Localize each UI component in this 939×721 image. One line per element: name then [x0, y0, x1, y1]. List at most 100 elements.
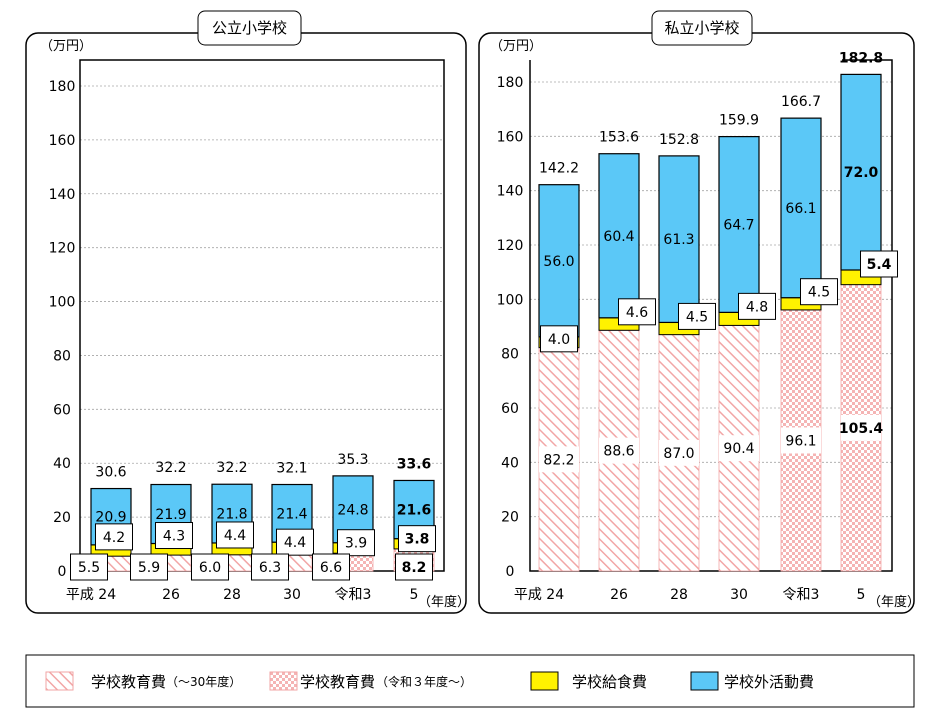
total-label: 166.7: [781, 94, 821, 110]
outside-value-label: 60.4: [603, 229, 634, 245]
lunch-value-label-box: [738, 292, 776, 320]
outside-value-label: 64.7: [723, 217, 754, 233]
legend-label: 学校給食費: [572, 673, 647, 691]
outside-value-label: 21.9: [155, 507, 186, 523]
y-tick-label: 140: [497, 184, 524, 200]
edu-value-label: 105.4: [839, 421, 884, 437]
edu-value-label: 87.0: [663, 446, 694, 462]
panel-public: 公立小学校 （万円） （年度） 0 20 40 60 80 100 120 140 160 180…: [25, 10, 470, 614]
bar-outside: [658, 155, 700, 324]
legend-label: 学校教育費: [300, 673, 375, 691]
total-label: 30.6: [95, 465, 126, 481]
lunch-value-label-box: [800, 278, 838, 306]
total-label: 152.8: [659, 132, 699, 148]
y-tick-label: 160: [49, 133, 76, 149]
total-label: 153.6: [599, 130, 639, 146]
x-tick-label: 平成 24: [514, 587, 564, 603]
edu-value-label: 6.0: [199, 560, 221, 576]
edu-value-label-box: [70, 553, 108, 581]
outside-value-label: 24.8: [337, 502, 368, 518]
panel-private: 私立小学校 （万円） （年度） 0 20 40 60 80 100 120 140 160 180…: [478, 10, 920, 614]
panel-title-box: [197, 10, 302, 46]
total-label: 182.8: [839, 50, 883, 66]
edu-value-label-bg: [719, 435, 759, 462]
y-tick-label: 0: [506, 564, 515, 580]
edu-value-label: 90.4: [723, 441, 754, 457]
legend-swatch-edu-old: [45, 671, 74, 691]
edu-value-label-bg: [841, 414, 881, 441]
outside-value-label: 61.3: [663, 232, 694, 248]
x-tick-label: 30: [730, 587, 748, 603]
y-tick-label: 0: [58, 564, 67, 580]
panel-title: 私立小学校: [664, 19, 739, 37]
lunch-value-label: 4.0: [548, 332, 570, 348]
lunch-value-label-box: [276, 528, 314, 556]
lunch-value-label: 4.2: [103, 530, 125, 546]
plot-area: 0 20 40 60 80 100 120 140 160 180 平成 24 142.2 56.0 4.…: [497, 50, 898, 603]
lunch-value-label: 3.9: [345, 536, 367, 552]
lunch-value-label-box: [860, 250, 898, 278]
x-tick-label: 5: [857, 587, 866, 603]
y-tick-label: 100: [497, 292, 524, 308]
plot-frame: [79, 59, 445, 572]
y-unit-label: （万円）: [490, 39, 542, 54]
outside-value-label: 20.9: [95, 510, 126, 526]
edu-value-label-box: [191, 553, 229, 581]
y-tick-label: 140: [49, 187, 76, 203]
x-tick-label: 令和3: [783, 587, 820, 603]
lunch-value-label: 3.8: [405, 532, 430, 548]
legend-label: 学校教育費: [91, 673, 166, 691]
total-label: 33.6: [397, 456, 432, 472]
edu-value-label-box: [130, 553, 168, 581]
bar-outside: [718, 136, 760, 313]
edu-value-label-box: [395, 553, 433, 581]
x-tick-label: 5: [410, 587, 419, 603]
lunch-value-label-box: [216, 521, 254, 549]
y-tick-label: 60: [53, 402, 71, 418]
edu-value-label-bg: [659, 439, 699, 466]
x-tick-label: 30: [283, 587, 301, 603]
edu-value-label: 88.6: [603, 444, 634, 460]
panel-title: 公立小学校: [212, 19, 287, 37]
total-label: 35.3: [337, 452, 368, 468]
x-tick-label: 26: [162, 587, 180, 603]
edu-value-label: 6.6: [320, 560, 342, 576]
panel-title-box: [651, 10, 753, 46]
y-tick-label: 160: [497, 129, 524, 145]
legend-note: （令和３年度～）: [376, 674, 472, 689]
legend-swatch-outside: [690, 671, 719, 691]
y-tick-label: 40: [53, 456, 71, 472]
outside-value-label: 21.4: [276, 506, 307, 522]
lunch-value-label: 4.4: [284, 535, 306, 551]
edu-value-label: 5.5: [78, 560, 100, 576]
y-tick-label: 100: [49, 295, 76, 311]
y-tick-label: 60: [501, 401, 519, 417]
lunch-value-label: 4.8: [746, 299, 768, 315]
bar-outside: [840, 73, 882, 271]
total-label: 32.1: [276, 461, 307, 477]
y-tick-label: 20: [501, 510, 519, 526]
legend: 学校教育費 （～30年度） 学校教育費 （令和３年度～） 学校給食費 学校外活動…: [25, 654, 915, 708]
lunch-value-label-box: [398, 525, 436, 553]
y-tick-label: 80: [53, 348, 71, 364]
lunch-value-label: 4.4: [224, 528, 246, 544]
edu-value-label: 6.3: [259, 560, 281, 576]
outside-value-label: 72.0: [844, 165, 879, 181]
legend-swatch-lunch: [530, 671, 559, 691]
x-tick-label: 26: [610, 587, 628, 603]
edu-value-label-bg: [539, 446, 579, 473]
legend-label: 学校外活動費: [724, 673, 814, 691]
outside-value-label: 66.1: [785, 201, 816, 217]
edu-value-label-bg: [781, 427, 821, 454]
edu-value-label: 8.2: [402, 560, 427, 576]
total-label: 32.2: [155, 460, 186, 476]
edu-value-label-bg: [599, 437, 639, 464]
lunch-value-label-box: [155, 522, 193, 550]
total-label: 32.2: [216, 460, 247, 476]
edu-value-label: 96.1: [785, 433, 816, 449]
y-tick-label: 180: [49, 79, 76, 95]
y-tick-label: 180: [497, 75, 524, 91]
lunch-value-label: 4.3: [163, 529, 185, 545]
x-unit-label: （年度）: [868, 594, 920, 610]
